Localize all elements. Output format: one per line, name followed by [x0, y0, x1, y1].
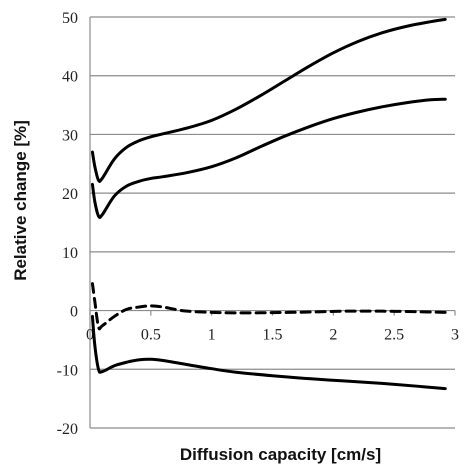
x-tick-label: 0.5: [141, 327, 161, 344]
y-tick-label: -10: [57, 362, 78, 379]
y-tick-label: 50: [62, 10, 78, 27]
x-tick-label: 0: [86, 327, 94, 344]
gridlines: [90, 16, 455, 429]
x-tick-label: 3: [451, 327, 459, 344]
y-axis-title: Relative change [%]: [11, 120, 30, 281]
x-tick-label: 1: [208, 327, 216, 344]
x-axis-title: Diffusion capacity [cm/s]: [180, 445, 381, 464]
y-tick-label: 20: [62, 186, 78, 203]
series-line-4: [90, 314, 447, 391]
x-tick-label: 2.5: [384, 327, 404, 344]
y-tick-label: 40: [62, 69, 78, 86]
x-tick-label: 1.5: [263, 327, 283, 344]
y-tick-labels: -20 -10 0 10 20 30 40 50: [57, 10, 78, 438]
y-tick-label: 30: [62, 127, 78, 144]
series-line-2: [90, 97, 447, 220]
y-tick-label: 0: [70, 304, 78, 321]
y-tick-label: -20: [57, 421, 78, 438]
x-tick-label: 2: [329, 327, 337, 344]
series-line-1: [90, 17, 447, 183]
x-tick-labels: 0 0.5 1 1.5 2 2.5 3: [86, 310, 459, 344]
series-line-3: [90, 282, 447, 331]
series-lines: [90, 17, 447, 391]
y-tick-label: 10: [62, 245, 78, 262]
